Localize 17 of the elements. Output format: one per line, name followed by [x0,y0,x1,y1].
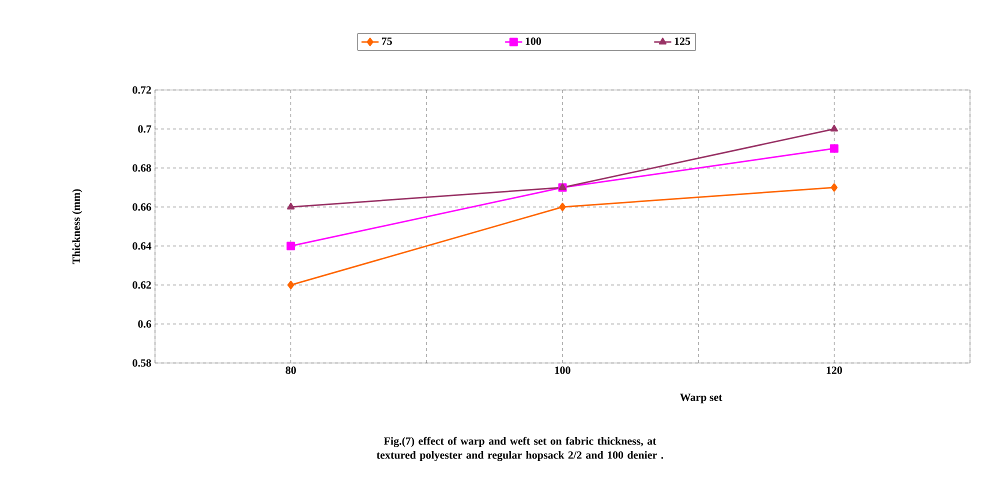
y-tick-label: 0.58 [132,359,152,367]
legend-label: 100 [526,38,542,45]
y-tick-label: 0.7 [138,125,152,133]
y-tick-label: 0.62 [132,281,151,289]
legend-label: 125 [674,38,690,45]
x-tick-label: 80 [286,366,296,374]
text: Fig.(7) effect of warp and weft set on fabric thickness, at textured polyester and regular hopsack 2/2 and 100 denier . [376,436,664,462]
y-tick-label: 0.72 [132,86,151,94]
x-tick-label: 100 [555,366,570,374]
y-tick-label: 0.68 [132,164,152,172]
y-tick-label: 0.6 [138,320,152,328]
x-axis-title: Warp set [680,394,722,404]
y-axis-title: Thickness (mm) [72,189,82,264]
legend-label: 75 [382,38,392,45]
x-tick-label: 120 [826,366,842,374]
y-tick-label: 0.66 [132,203,152,211]
y-tick-label: 0.64 [132,242,152,250]
